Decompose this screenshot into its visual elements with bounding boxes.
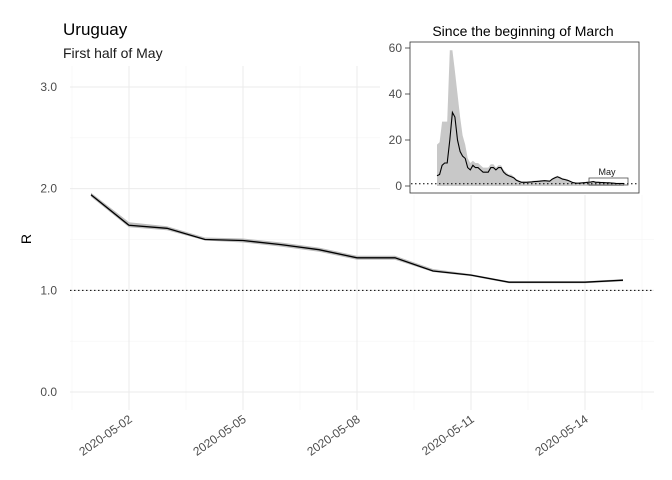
y-tick-label: 2.0: [40, 182, 57, 196]
chart-title: Uruguay: [63, 20, 128, 39]
main-confidence-band-layer: [91, 192, 623, 284]
x-tick-label: 2020-05-02: [76, 412, 135, 459]
main-confidence-band: [91, 192, 623, 284]
inset-y-tick-label: 0: [395, 179, 402, 193]
y-axis-label: R: [18, 234, 34, 244]
inset-series-layer: [436, 110, 624, 185]
inset-panel-border: [409, 41, 640, 194]
inset-background: [380, 40, 672, 195]
inset-y-tick-label: 60: [389, 41, 403, 55]
inset-chart: Since the beginning of March 0 20 40 60 May: [380, 23, 672, 195]
chart-subtitle: First half of May: [63, 45, 163, 61]
x-tick-label: 2020-05-08: [304, 412, 363, 459]
y-tick-label: 3.0: [40, 80, 57, 94]
inset-y-tick-label: 20: [389, 133, 403, 147]
inset-may-label: May: [598, 167, 616, 177]
y-tick-label: 1.0: [40, 283, 57, 297]
main-y-tick-labels: 0.0 1.0 2.0 3.0: [40, 80, 57, 399]
y-tick-label: 0.0: [40, 385, 57, 399]
inset-may-highlight-box: [588, 177, 629, 186]
inset-r-estimate-line: [436, 110, 624, 185]
r-estimate-line: [90, 194, 624, 283]
main-x-tick-labels: 2020-05-02 2020-05-05 2020-05-08 2020-05-11…: [76, 412, 591, 459]
x-tick-label: 2020-05-05: [190, 412, 249, 459]
inset-title: Since the beginning of March: [432, 23, 613, 39]
inset-confidence-band: [437, 50, 624, 186]
inset-confidence-band-layer: [437, 50, 624, 186]
main-series-layer: [90, 194, 624, 283]
inset-y-tick-labels: 0 20 40 60: [389, 41, 410, 193]
inset-y-tick-label: 40: [389, 87, 403, 101]
x-tick-label: 2020-05-14: [532, 412, 591, 459]
x-tick-label: 2020-05-11: [419, 412, 477, 458]
